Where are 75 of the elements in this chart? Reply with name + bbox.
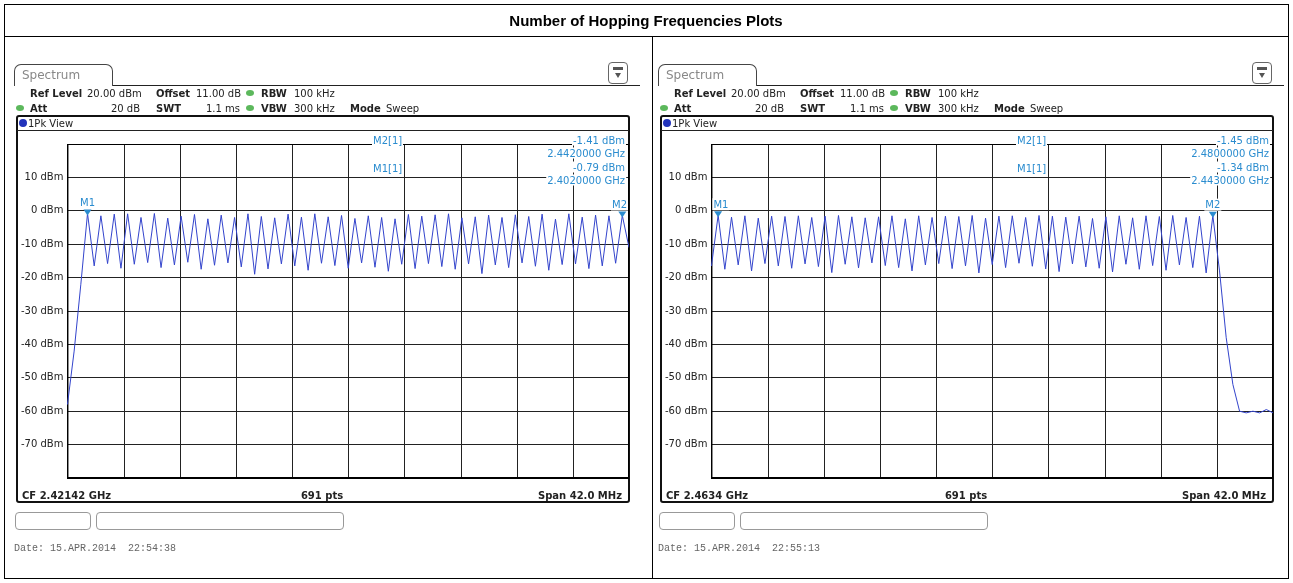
annotation: M1 xyxy=(80,197,96,209)
y-tick-label: -60 dBm xyxy=(664,404,708,416)
text: Spectrum xyxy=(22,68,81,82)
y-tick-label: -40 dBm xyxy=(664,337,708,349)
chart-title: Number of Hopping Frequencies Plots xyxy=(509,11,783,29)
text: Att xyxy=(674,102,692,114)
y-tick-label: -70 dBm xyxy=(664,438,708,450)
text: Span 42.0 MHz xyxy=(1181,489,1266,501)
text: CF 2.4634 GHz xyxy=(666,489,749,501)
y-tick-label: -60 dBm xyxy=(20,404,64,416)
text: 100 kHz xyxy=(294,87,335,99)
text: 11.00 dB xyxy=(840,87,886,99)
y-tick-label: -30 dBm xyxy=(20,304,64,316)
text: Offset xyxy=(800,87,835,99)
annotation: M2[1] xyxy=(1016,134,1048,146)
text: Sweep xyxy=(1030,102,1064,114)
text: Span 42.0 MHz xyxy=(537,489,622,501)
y-tick-label: 0 dBm xyxy=(30,204,64,216)
y-tick-label: 10 dBm xyxy=(668,170,708,182)
text: 100 kHz xyxy=(938,87,979,99)
y-tick-label: -20 dBm xyxy=(20,271,64,283)
text: 20 dB xyxy=(754,102,784,114)
y-tick-label: 10 dBm xyxy=(24,170,64,182)
y-tick-label: -10 dBm xyxy=(664,237,708,249)
annotation: M1[1] xyxy=(372,162,404,174)
annotation: -1.34 dBm xyxy=(1215,161,1270,173)
text: RBW xyxy=(261,87,287,99)
annotation: 2.4800000 GHz xyxy=(1190,147,1270,159)
text: 691 pts xyxy=(944,489,988,501)
text: RBW xyxy=(905,87,931,99)
text: 1Pk View xyxy=(672,117,718,129)
text: 1.1 ms xyxy=(205,102,240,114)
y-tick-label: 0 dBm xyxy=(674,204,708,216)
annotation: 2.4430000 GHz xyxy=(1190,174,1270,186)
text: VBW xyxy=(261,102,287,114)
text: Offset xyxy=(156,87,191,99)
text: Ref Level xyxy=(674,87,727,99)
text: Mode xyxy=(350,102,381,114)
annotation: 2.4420000 GHz xyxy=(546,147,626,159)
text: Att xyxy=(30,102,48,114)
y-tick-label: -70 dBm xyxy=(20,438,64,450)
annotation: 2.4020000 GHz xyxy=(546,174,626,186)
text: Sweep xyxy=(386,102,420,114)
text: SWT xyxy=(800,102,826,114)
annotation: M1 xyxy=(713,198,729,210)
text: Date: 15.APR.2014 22:55:13 xyxy=(658,542,821,554)
text: Spectrum xyxy=(666,68,725,82)
text: 11.00 dB xyxy=(196,87,242,99)
y-tick-label: -20 dBm xyxy=(664,271,708,283)
text: 20.00 dBm xyxy=(731,87,786,99)
text: VBW xyxy=(905,102,931,114)
annotation: -1.41 dBm xyxy=(571,134,626,146)
text: 1.1 ms xyxy=(849,102,884,114)
annotation: M2[1] xyxy=(372,134,404,146)
annotation: -1.45 dBm xyxy=(1215,134,1270,146)
y-tick-label: -50 dBm xyxy=(20,371,64,383)
annotation: M1[1] xyxy=(1016,162,1048,174)
text: 20 dB xyxy=(110,102,140,114)
y-tick-label: -10 dBm xyxy=(20,237,64,249)
y-tick-label: -30 dBm xyxy=(664,304,708,316)
text: Date: 15.APR.2014 22:54:38 xyxy=(14,542,177,554)
annotation: M2 xyxy=(612,199,627,211)
text: CF 2.42142 GHz xyxy=(22,489,112,501)
text: Mode xyxy=(994,102,1025,114)
y-tick-label: -40 dBm xyxy=(20,337,64,349)
text: 1Pk View xyxy=(28,117,74,129)
text: 691 pts xyxy=(300,489,344,501)
annotation: -0.79 dBm xyxy=(571,161,626,173)
text: 300 kHz xyxy=(294,102,335,114)
text: 300 kHz xyxy=(938,102,979,114)
y-tick-label: -50 dBm xyxy=(664,371,708,383)
text: Ref Level xyxy=(30,87,83,99)
text: 20.00 dBm xyxy=(87,87,142,99)
annotation: M2 xyxy=(1205,199,1221,211)
text: SWT xyxy=(156,102,182,114)
